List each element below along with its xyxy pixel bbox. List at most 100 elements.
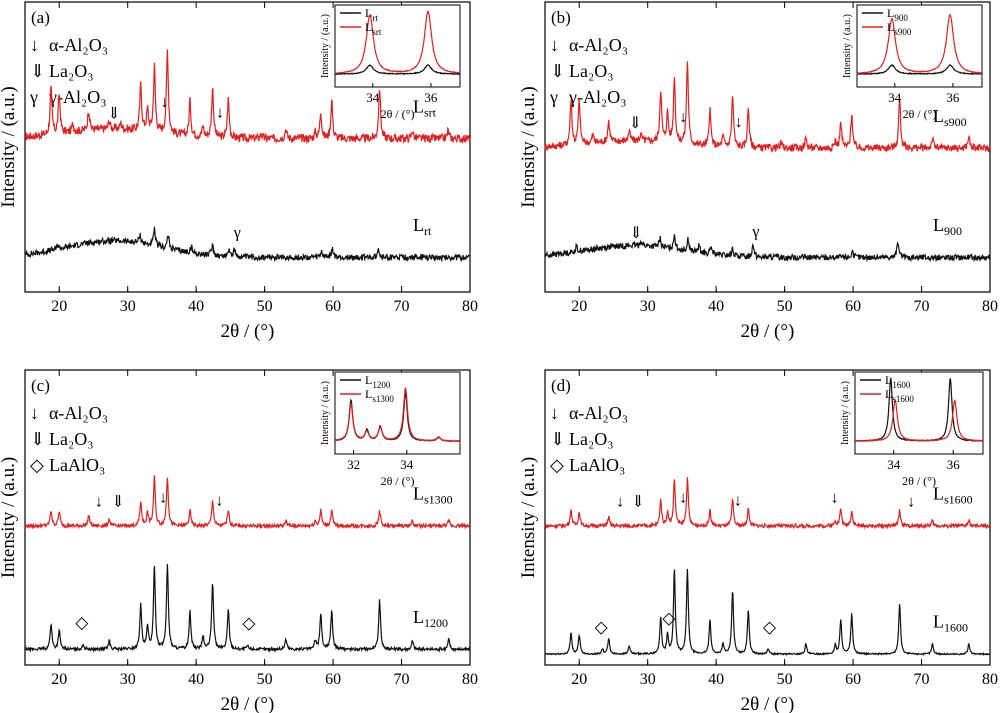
inset-legend-label-L900: L900 [887, 6, 908, 23]
phase-marker: ↓ [831, 489, 839, 506]
plot-frame [24, 369, 471, 666]
inset-y-axis-label: Intensity / (a.u.) [840, 381, 851, 445]
x-tick-label: 30 [640, 298, 656, 315]
inset-x-axis-label: 2θ / (°) [381, 474, 415, 488]
panel-label: (c) [31, 376, 50, 395]
series-label-Ls1600: Ls1600 [933, 483, 973, 506]
inset-series-line-Ls900 [856, 13, 982, 75]
inset-x-tick-label: 32 [347, 457, 360, 472]
x-tick-label: 70 [914, 298, 930, 315]
inset-legend-label-Ls1600: Ls1600 [885, 387, 914, 404]
inset-plot: 32 34 2θ / (°) Intensity / (a.u.) L1200Ls130… [320, 371, 461, 488]
series-line-Ls1600 [544, 477, 991, 530]
phase-marker: ⇓ [631, 493, 644, 510]
x-tick-label: 30 [640, 671, 656, 688]
panel-label: (d) [551, 376, 571, 395]
legend-label: α-Al₂O₃ [49, 35, 108, 55]
inset-legend-label-Ls1300: Ls1300 [365, 387, 394, 404]
inset-x-tick-label: 36 [946, 90, 960, 105]
series-label-L1200: L1200 [413, 607, 448, 630]
inset-series-line-Lsrt [334, 10, 461, 74]
legend-symbol: ◇ [550, 455, 564, 475]
legend-symbol: ↓ [550, 403, 559, 423]
inset-frame [854, 371, 984, 455]
phase-marker: ⇓ [629, 225, 642, 242]
y-axis-label: Intensity / (a.u.) [0, 457, 19, 578]
phase-marker: ↓ [159, 489, 167, 506]
legend-symbol: ◇ [30, 455, 44, 475]
legend-label: α-Al₂O₃ [569, 403, 628, 423]
y-axis-label: Intensity / (a.u.) [0, 86, 19, 207]
series-line-Ls1300 [24, 475, 471, 530]
series-line-Lsrt [24, 49, 471, 145]
legend-label: La₂O₃ [569, 429, 614, 449]
x-tick-label: 50 [257, 298, 273, 315]
x-tick-label: 20 [51, 671, 67, 688]
series-label-Lsrt: Lsrt [413, 96, 437, 119]
legend-symbol: ⇓ [30, 61, 45, 81]
x-tick-label: 80 [982, 298, 998, 315]
phase-marker: ↓ [735, 114, 743, 131]
legend-label: La₂O₃ [49, 61, 94, 81]
x-tick-label: 80 [462, 671, 478, 688]
x-tick-label: 50 [777, 298, 793, 315]
x-tick-label: 80 [462, 298, 478, 315]
phase-marker: ◇ [763, 618, 777, 637]
legend-label: LaAlO₃ [569, 455, 625, 475]
phase-marker: ⇓ [111, 493, 124, 510]
inset-x-axis-label: 2θ / (°) [381, 107, 415, 121]
inset-legend-label-L1200: L1200 [365, 373, 391, 390]
inset-frame [856, 4, 983, 88]
y-axis-label: Intensity / (a.u.) [518, 86, 539, 207]
x-axis-label: 2θ / (°) [221, 321, 275, 342]
inset-series-line-Ls1300 [334, 387, 461, 443]
x-tick-label: 20 [571, 298, 587, 315]
x-tick-label: 70 [394, 298, 410, 315]
inset-legend-label-Lrt: Lrt [365, 6, 378, 23]
phase-marker: ↓ [95, 493, 103, 510]
panel-c: 20 30 40 50 60 70 80 2θ / (°) Intensity / (a.u.)… [0, 369, 478, 713]
x-tick-label: 70 [914, 671, 930, 688]
inset-x-tick-label: 34 [888, 90, 902, 105]
legend-label: La₂O₃ [49, 429, 94, 449]
legend-symbol: ⇓ [30, 429, 45, 449]
phase-marker: ◇ [595, 617, 609, 636]
legend-label: α-Al₂O₃ [569, 35, 628, 55]
phase-marker: γ [233, 224, 241, 241]
x-tick-label: 20 [571, 671, 587, 688]
series-line-Lrt [24, 226, 471, 263]
legend-symbol: ↓ [30, 403, 39, 423]
phase-marker: ↓ [679, 109, 687, 126]
legend-label: γ-Al₂O₃ [48, 87, 107, 107]
x-tick-label: 50 [257, 671, 273, 688]
phase-marker: γ [751, 224, 759, 241]
legend-symbol: γ [549, 87, 558, 107]
x-tick-label: 80 [982, 671, 998, 688]
phase-marker: ↓ [734, 492, 742, 509]
x-tick-label: 40 [708, 671, 724, 688]
phase-marker: ↓ [161, 94, 169, 111]
legend-label: α-Al₂O₃ [49, 403, 108, 423]
inset-legend-label-L1600: L1600 [885, 373, 911, 390]
plot-frame [544, 369, 991, 666]
series-label-L900: L900 [933, 215, 962, 238]
x-tick-label: 40 [188, 671, 204, 688]
x-tick-label: 20 [51, 298, 67, 315]
inset-x-tick-label: 34 [887, 457, 901, 472]
inset-y-axis-label: Intensity / (a.u.) [320, 14, 331, 78]
panel-d: 20 30 40 50 60 70 80 2θ / (°) Intensity / (a.u.)… [518, 369, 998, 713]
legend-symbol: ⇓ [550, 429, 565, 449]
panel-b: 20 30 40 50 60 70 80 2θ / (°) Intensity / (a.u.)… [518, 1, 998, 342]
x-tick-label: 60 [325, 298, 341, 315]
x-tick-label: 70 [394, 671, 410, 688]
y-axis-label: Intensity / (a.u.) [518, 457, 539, 578]
inset-plot: 34 36 2θ / (°) Intensity / (a.u.) L1600Ls160… [840, 371, 984, 488]
series-line-L1600 [544, 568, 991, 657]
legend-symbol: γ [29, 87, 38, 107]
inset-frame [334, 4, 461, 88]
inset-frame [334, 371, 461, 455]
series-line-L900 [544, 234, 991, 263]
x-tick-label: 60 [325, 671, 341, 688]
